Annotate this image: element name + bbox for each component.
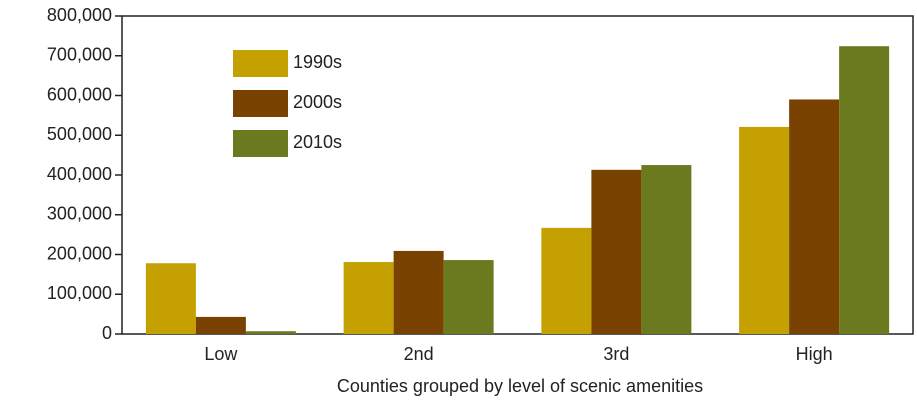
y-tick-label: 700,000: [47, 45, 112, 65]
bar: [343, 262, 394, 334]
bar: [591, 169, 642, 334]
legend-swatch: [233, 90, 288, 117]
bar: [443, 260, 494, 334]
y-tick-label: 200,000: [47, 243, 112, 263]
y-tick-label: 300,000: [47, 204, 112, 224]
y-tick-label: 600,000: [47, 84, 112, 104]
y-tick-label: 500,000: [47, 124, 112, 144]
bar: [789, 99, 840, 334]
y-tick-label: 100,000: [47, 283, 112, 303]
y-tick-label: 0: [102, 323, 112, 343]
x-tick-label: 2nd: [404, 344, 434, 364]
legend-swatch: [233, 130, 288, 157]
x-axis-label: Counties grouped by level of scenic amen…: [337, 376, 703, 396]
x-tick-label: 3rd: [603, 344, 629, 364]
legend-label: 2010s: [293, 132, 342, 152]
y-tick-label: 800,000: [47, 5, 112, 25]
bar: [839, 46, 890, 335]
legend-label: 2000s: [293, 92, 342, 112]
bar: [145, 263, 196, 334]
bar: [641, 165, 692, 334]
bar: [245, 331, 296, 334]
legend-label: 1990s: [293, 52, 342, 72]
legend-swatch: [233, 50, 288, 77]
x-tick-label: Low: [204, 344, 238, 364]
y-tick-label: 400,000: [47, 164, 112, 184]
bar: [195, 316, 246, 334]
x-tick-label: High: [796, 344, 833, 364]
bar: [739, 126, 790, 334]
bar: [541, 227, 592, 334]
bar: [393, 250, 444, 334]
